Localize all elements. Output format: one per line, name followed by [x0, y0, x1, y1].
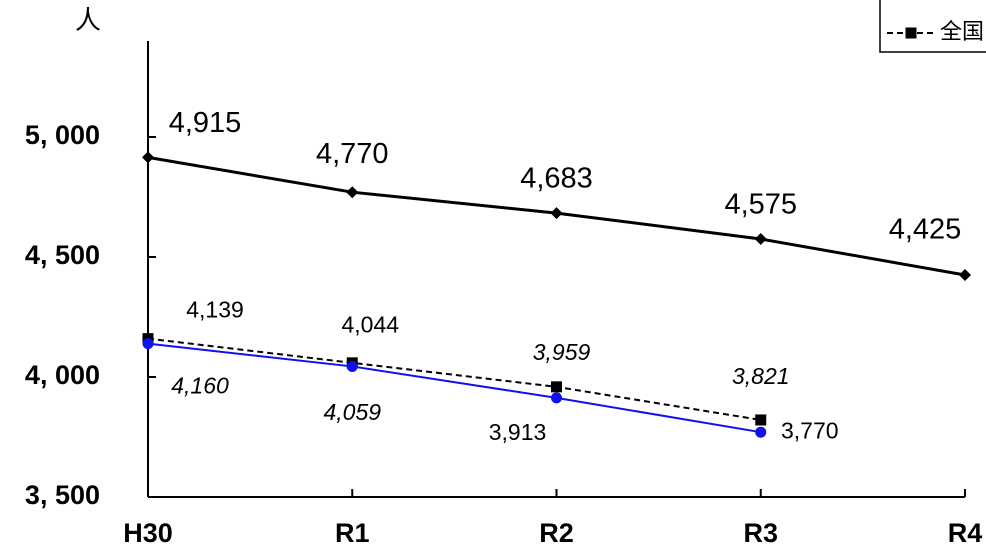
value-label: 4,059 — [323, 399, 381, 425]
y-tick-label: 3, 500 — [25, 480, 100, 510]
value-label: 4,160 — [171, 373, 229, 399]
value-label: 3,913 — [489, 419, 547, 445]
legend-label: 全国 — [940, 19, 984, 44]
point — [551, 392, 562, 404]
point — [550, 207, 563, 220]
value-label: 4,683 — [520, 163, 593, 195]
value-label: 3,821 — [732, 363, 790, 389]
y-tick-label: 4, 000 — [25, 360, 100, 390]
point — [755, 414, 767, 426]
value-label: 4,575 — [724, 189, 797, 221]
point — [346, 360, 358, 372]
value-label: 4,425 — [889, 214, 962, 246]
point — [142, 338, 154, 350]
point — [346, 186, 359, 199]
y-tick-label: 4, 500 — [25, 240, 100, 270]
x-tick-label: R1 — [335, 518, 370, 548]
x-tick-label: H30 — [123, 518, 173, 548]
value-label: 4,770 — [316, 138, 389, 170]
x-tick-label: R4 — [948, 518, 983, 548]
point — [551, 381, 562, 393]
legend-box — [879, 0, 986, 53]
x-tick-label: R2 — [539, 518, 574, 548]
point — [959, 269, 971, 281]
x-tick-label: R3 — [743, 518, 778, 548]
value-label: 3,770 — [781, 417, 839, 443]
point — [905, 27, 917, 39]
value-label: 3,959 — [533, 339, 591, 365]
series-line — [147, 337, 761, 421]
point — [754, 233, 767, 245]
point — [142, 151, 154, 164]
y-axis-label: 人 — [75, 5, 101, 35]
value-label: 4,044 — [341, 312, 399, 338]
point — [755, 426, 767, 438]
value-label: 4,915 — [169, 107, 242, 139]
value-label: 4,139 — [186, 297, 244, 323]
y-tick-label: 5, 000 — [25, 120, 100, 150]
series-line — [147, 342, 761, 434]
